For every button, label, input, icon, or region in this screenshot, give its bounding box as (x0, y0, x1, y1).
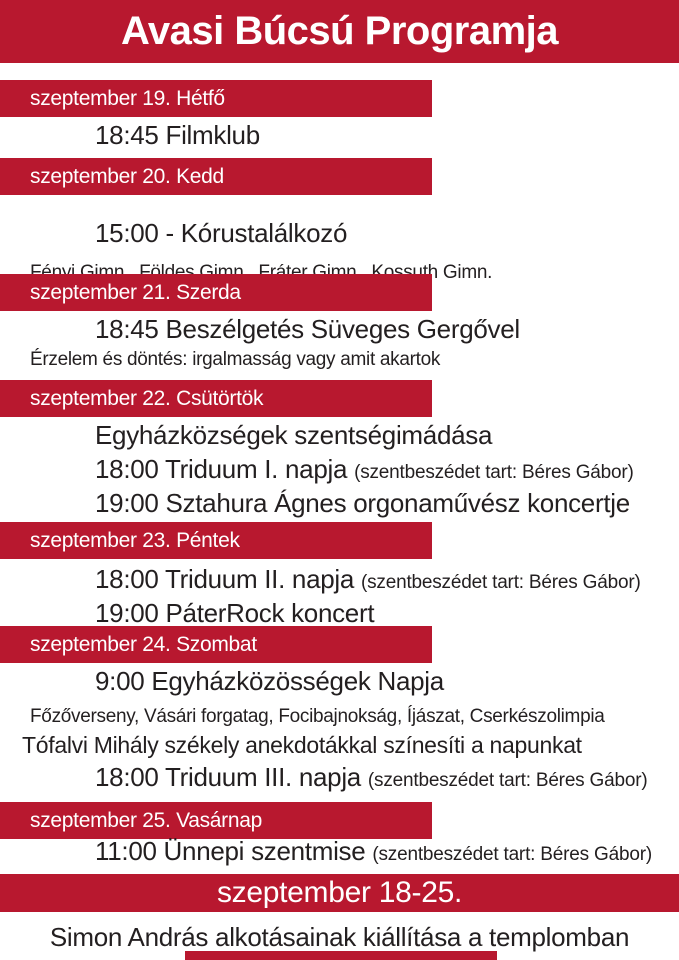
date-range-banner: szeptember 18-25. (0, 874, 679, 912)
event-text: 11:00 Ünnepi szentmise (95, 836, 366, 866)
detail-text: Érzelem és döntés: irgalmasság vagy amit… (30, 349, 441, 370)
day-header-label: szeptember 19. Hétfő (30, 86, 225, 110)
event-detail-programok: Főzőverseny, Vásári forgatag, Focibajnok… (30, 706, 605, 729)
event-speaker-note: (szentbeszédet tart: Béres Gábor) (360, 572, 641, 593)
day-header-sep23-friday: szeptember 23. Péntek (0, 522, 432, 559)
event-detail-erzelem: Érzelem és döntés: irgalmasság vagy amit… (30, 349, 440, 372)
event-speaker-note: (szentbeszédet tart: Béres Gábor) (354, 462, 634, 483)
event-triduum-1: 18:00 Triduum I. napja (szentbeszédet ta… (95, 454, 634, 485)
poster-title: Avasi Búcsú Programja (120, 9, 559, 53)
event-szentsegimadas: Egyházközségek szentségimádása (95, 420, 492, 451)
highlight-text: Tófalvi Mihály székely anekdotákkal szín… (22, 732, 582, 758)
event-text: 19:00 PáterRock koncert (95, 598, 375, 628)
event-text: 18:45 Filmklub (95, 120, 260, 150)
event-text: 18:00 Triduum I. napja (95, 454, 348, 484)
event-beszelgetes: 18:45 Beszélgetés Süveges Gergővel (95, 314, 520, 345)
event-orgona-koncert: 19:00 Sztahura Ágnes orgonaművész koncer… (95, 488, 630, 519)
event-text: Egyházközségek szentségimádása (95, 420, 493, 450)
event-text: 18:00 Triduum II. napja (95, 564, 355, 594)
day-header-label: szeptember 20. Kedd (30, 164, 224, 188)
day-header-label: szeptember 23. Péntek (30, 528, 240, 552)
event-unnepi-szentmise: 11:00 Ünnepi szentmise (szentbeszédet ta… (95, 836, 652, 867)
event-egyhazkozossegek-napja: 9:00 Egyházközösségek Napja (95, 666, 444, 697)
date-range-label: szeptember 18-25. (216, 876, 463, 909)
day-header-label: szeptember 21. Szerda (30, 280, 241, 304)
day-header-sep24-saturday: szeptember 24. Szombat (0, 626, 432, 663)
day-header-sep19-monday: szeptember 19. Hétfő (0, 80, 432, 117)
event-text: 15:00 - Kórustalálkozó (95, 218, 348, 248)
partial-day-bar (185, 951, 497, 960)
event-speaker-note: (szentbeszédet tart: Béres Gábor) (372, 844, 652, 865)
day-header-sep21-wednesday: szeptember 21. Szerda (0, 274, 432, 311)
poster-title-banner: Avasi Búcsú Programja (0, 0, 679, 63)
exhibition-note: Simon András alkotásainak kiállítása a t… (49, 922, 630, 952)
event-text: 18:45 Beszélgetés Süveges Gergővel (95, 314, 520, 344)
event-triduum-2: 18:00 Triduum II. napja (szentbeszédet t… (95, 564, 641, 595)
event-tofalvi-anekdotak: Tófalvi Mihály székely anekdotákkal szín… (22, 732, 582, 760)
event-text: 19:00 Sztahura Ágnes orgonaművész koncer… (95, 488, 630, 518)
day-header-label: szeptember 24. Szombat (30, 632, 257, 656)
day-header-sep20-tuesday: szeptember 20. Kedd (0, 158, 432, 195)
day-header-label: szeptember 25. Vasárnap (30, 808, 263, 832)
event-filmklub: 18:45 Filmklub (95, 120, 260, 151)
day-header-sep22-thursday: szeptember 22. Csütörtök (0, 380, 432, 417)
event-text: 9:00 Egyházközösségek Napja (95, 666, 444, 696)
event-paterrock: 19:00 PáterRock koncert (95, 598, 375, 629)
detail-text: Főzőverseny, Vásári forgatag, Focibajnok… (30, 706, 605, 727)
event-triduum-3: 18:00 Triduum III. napja (szentbeszédet … (95, 762, 648, 793)
event-korustalalkozo: 15:00 - Kórustalálkozó (95, 218, 347, 249)
event-speaker-note: (szentbeszédet tart: Béres Gábor) (367, 770, 648, 791)
event-text: 18:00 Triduum III. napja (95, 762, 361, 792)
day-header-label: szeptember 22. Csütörtök (30, 386, 264, 410)
day-header-sep25-sunday: szeptember 25. Vasárnap (0, 802, 432, 839)
